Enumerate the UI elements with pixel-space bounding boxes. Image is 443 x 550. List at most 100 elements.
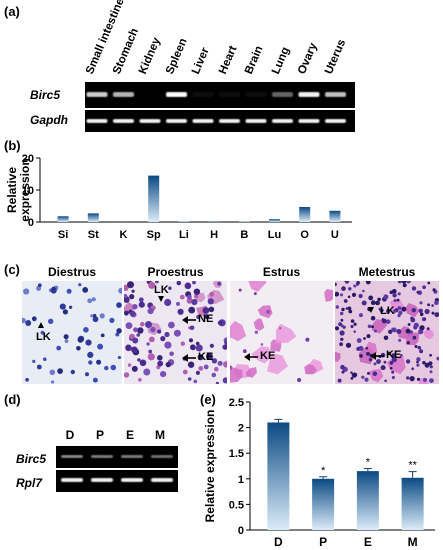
cell [397,292,401,296]
cell [348,309,353,314]
cell [385,319,391,324]
cell [131,346,138,354]
cell [339,342,343,347]
y-tick-label: 2.5 [229,397,244,409]
gel-band [91,455,113,458]
cell [125,322,133,329]
cell [353,330,356,333]
cell [372,371,378,376]
gel-band [91,478,113,482]
cell [195,341,200,346]
cell [96,359,102,365]
micrograph-metestrus-cells [335,281,439,384]
cell [362,289,365,293]
cell [351,292,357,297]
cell [117,355,121,360]
cell [427,303,430,307]
gel-band [192,92,214,97]
y-tick-label: 2 [238,423,244,435]
cell [367,324,372,329]
panel-b-label: (b) [4,138,21,153]
cell [176,301,180,306]
cell [215,381,219,384]
cell [127,363,132,367]
cell [393,310,396,313]
cell [391,370,395,374]
annotation-estrus-ke: KE [260,350,276,362]
cell [344,281,350,284]
cell [389,361,394,365]
cell [124,372,130,378]
cell [177,308,184,315]
annotation-proestrus-lk: LK [154,284,169,296]
cell [157,360,164,367]
cell [391,357,397,363]
cell [87,298,93,304]
cell [32,359,36,363]
cell [87,351,94,358]
cell [381,318,387,324]
cell [375,300,380,306]
cell [341,307,345,312]
cell [204,314,210,320]
cell [129,333,135,340]
gel-rpl7-bands [61,478,173,482]
cell [85,339,92,346]
panel-e-label: (e) [200,392,216,407]
cell [367,307,372,312]
gel-birc5 [85,82,355,108]
cell [138,297,144,303]
cell [164,298,172,307]
cell [195,370,200,375]
cell [139,359,147,367]
gel-band [166,119,187,123]
cell [63,334,69,340]
cell [82,287,89,293]
cell [260,343,264,346]
cell [25,378,29,382]
epithelial-cell [251,346,273,364]
epithelial-cell [248,281,267,292]
cell [193,294,199,299]
cell [423,377,427,382]
cell [242,349,247,354]
cell [279,327,282,330]
cell [378,307,382,311]
cell [361,375,365,379]
cell [422,361,426,365]
cell [209,343,214,348]
cell [31,316,37,322]
x-tick-label-st: St [88,229,99,241]
cell [188,338,194,343]
cell [92,316,99,323]
cell [391,327,395,331]
cell [147,353,155,361]
cell [389,290,394,295]
cell [384,379,387,383]
cell [36,364,42,370]
gene-label-gapdh: Gapdh [30,113,68,127]
x-tick-label-o: O [300,229,309,241]
x-tick-label-lu: Lu [268,229,281,241]
stage-title-metestrus: Metestrus [358,265,416,279]
cell [70,369,75,375]
cell [340,293,343,297]
cell [356,338,362,343]
cell [368,295,374,301]
cell [230,365,233,370]
cell [339,311,344,316]
cell [76,346,81,351]
cell [365,281,371,285]
cell [428,361,433,366]
micrograph-diestrus [22,281,122,384]
cell [407,323,411,326]
cell [92,313,97,318]
cell [335,326,340,331]
cell [187,361,195,368]
cell [195,344,203,352]
cell [85,372,89,377]
gene-label-birc5-d: Birc5 [16,452,47,466]
cell [429,353,432,357]
cell [389,366,393,370]
cell [99,313,105,319]
